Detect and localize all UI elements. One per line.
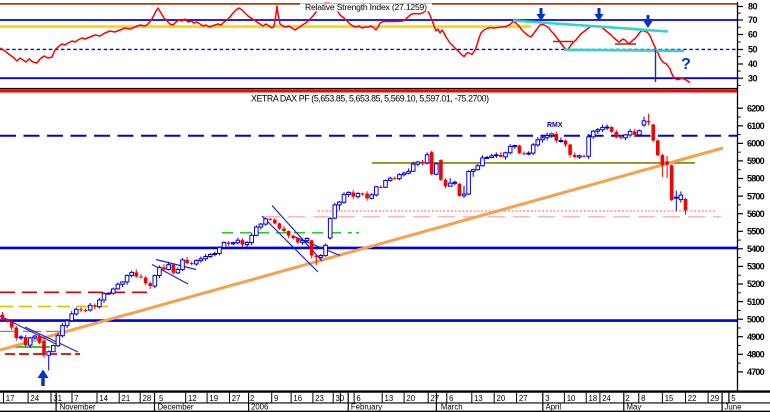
- svg-text:18: 18: [589, 394, 598, 403]
- svg-text:15: 15: [665, 394, 674, 403]
- svg-text:30: 30: [748, 73, 758, 83]
- svg-text:5600: 5600: [747, 209, 765, 219]
- svg-text:28: 28: [143, 394, 152, 403]
- svg-text:10: 10: [567, 394, 576, 403]
- svg-text:6000: 6000: [747, 139, 765, 149]
- svg-text:April: April: [546, 402, 562, 411]
- svg-text:19: 19: [209, 394, 218, 403]
- svg-text:4900: 4900: [747, 332, 765, 342]
- svg-text:24: 24: [602, 394, 611, 403]
- svg-text:6: 6: [356, 394, 360, 403]
- svg-text:5100: 5100: [747, 297, 765, 307]
- svg-text:16: 16: [293, 394, 302, 403]
- svg-text:5200: 5200: [747, 279, 765, 289]
- svg-text:29: 29: [710, 394, 719, 403]
- svg-text:3: 3: [545, 394, 549, 403]
- svg-text:14: 14: [99, 394, 108, 403]
- svg-text:June: June: [725, 402, 742, 411]
- svg-text:May: May: [627, 402, 642, 411]
- svg-text:12: 12: [188, 394, 197, 403]
- svg-text:Relative Strength Index (27.12: Relative Strength Index (27.1259): [305, 2, 427, 12]
- svg-text:5: 5: [731, 394, 736, 403]
- svg-text:December: December: [158, 402, 194, 411]
- svg-text:13: 13: [474, 394, 483, 403]
- svg-text:5: 5: [159, 394, 164, 403]
- svg-text:2: 2: [625, 394, 629, 403]
- svg-text:60: 60: [748, 30, 758, 40]
- svg-text:27: 27: [431, 394, 440, 403]
- svg-text:22: 22: [688, 394, 697, 403]
- svg-text:2006: 2006: [251, 402, 268, 411]
- svg-text:21: 21: [122, 394, 131, 403]
- svg-text:5900: 5900: [747, 156, 765, 166]
- svg-text:27: 27: [232, 394, 241, 403]
- svg-text:70: 70: [748, 15, 758, 25]
- svg-text:31: 31: [53, 394, 62, 403]
- svg-text:RMX: RMX: [547, 122, 563, 129]
- svg-text:6200: 6200: [747, 103, 765, 113]
- svg-text:20: 20: [497, 394, 506, 403]
- svg-text:5500: 5500: [747, 227, 765, 237]
- svg-text:20: 20: [406, 394, 415, 403]
- svg-text:24: 24: [30, 394, 39, 403]
- svg-text:6100: 6100: [747, 121, 765, 131]
- svg-text:?: ?: [681, 56, 691, 73]
- svg-text:2: 2: [250, 394, 254, 403]
- svg-text:5700: 5700: [747, 191, 765, 201]
- svg-text:March: March: [441, 402, 463, 411]
- svg-text:4800: 4800: [747, 350, 765, 360]
- svg-text:17: 17: [6, 394, 15, 403]
- svg-text:5000: 5000: [747, 314, 765, 324]
- svg-text:9: 9: [274, 394, 278, 403]
- svg-text:27: 27: [519, 394, 528, 403]
- svg-text:8: 8: [641, 394, 645, 403]
- svg-text:5300: 5300: [747, 262, 765, 272]
- svg-text:XETRA DAX PF (5,653.85, 5,653.: XETRA DAX PF (5,653.85, 5,653.85, 5,569.…: [251, 94, 489, 104]
- svg-text:13: 13: [385, 394, 394, 403]
- svg-text:50: 50: [748, 45, 758, 55]
- svg-text:23: 23: [315, 394, 324, 403]
- svg-text:80: 80: [748, 2, 758, 12]
- svg-text:4700: 4700: [747, 367, 765, 377]
- svg-text:40: 40: [748, 59, 758, 69]
- svg-text:7: 7: [74, 394, 78, 403]
- svg-text:February: February: [351, 402, 382, 411]
- svg-text:November: November: [60, 402, 96, 411]
- svg-text:5800: 5800: [747, 174, 765, 184]
- svg-text:6: 6: [449, 394, 453, 403]
- svg-text:5400: 5400: [747, 244, 765, 254]
